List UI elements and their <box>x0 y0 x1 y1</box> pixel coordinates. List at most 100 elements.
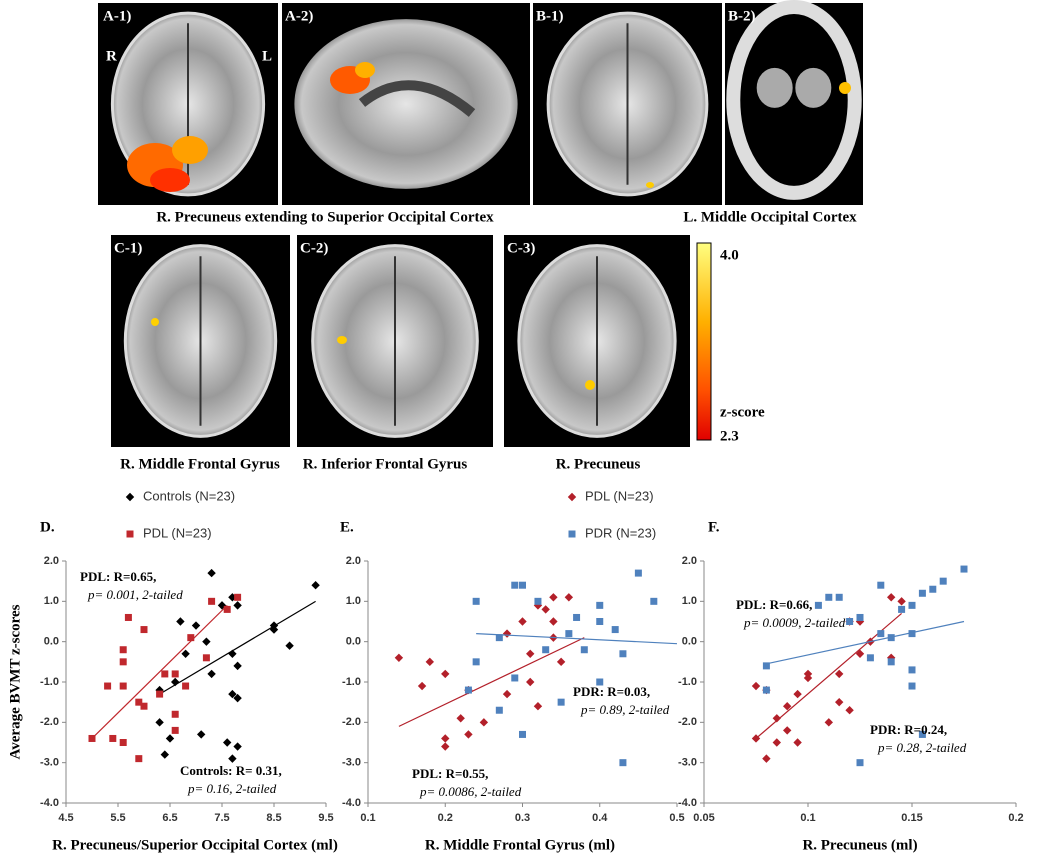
point <box>596 601 604 609</box>
point <box>751 681 761 691</box>
y-tick-label: -2.0 <box>342 716 361 728</box>
point <box>803 669 813 679</box>
annotation: p= 0.0086, 2-tailed <box>419 784 522 799</box>
point <box>119 646 127 654</box>
scatter-chart: 2.0 1.0 0.0 -1.0 -2.0 -3.0 -4.0 0.05 0.1 0.15 0.2 F… <box>678 519 1024 853</box>
point <box>960 565 968 573</box>
point <box>762 686 770 694</box>
point <box>866 654 874 662</box>
x-tick-label: 0.15 <box>901 812 922 824</box>
point <box>877 630 885 638</box>
point <box>228 593 237 602</box>
y-tick-label: -3.0 <box>40 757 59 769</box>
point <box>908 630 916 638</box>
point <box>556 657 566 667</box>
x-tick-label: 0.5 <box>669 812 684 824</box>
y-tick-label: 1.0 <box>346 595 361 607</box>
point <box>824 718 833 727</box>
point <box>887 653 896 662</box>
point <box>573 613 581 621</box>
point <box>918 589 926 597</box>
point <box>877 581 885 589</box>
x-tick-label: 0.3 <box>515 812 530 824</box>
point <box>887 593 896 602</box>
side-label: R <box>106 48 117 64</box>
brain-shape <box>294 19 518 189</box>
point <box>464 686 472 694</box>
x-tick-label: 4.5 <box>58 812 73 824</box>
y-axis-label: Average BVMT z-scores <box>7 604 23 759</box>
activation <box>839 82 851 94</box>
point <box>518 617 527 626</box>
point <box>417 681 427 691</box>
point <box>898 605 906 613</box>
point <box>793 738 802 747</box>
legend-marker <box>568 530 576 538</box>
point <box>119 658 127 666</box>
point <box>479 718 489 727</box>
x-tick-label: 8.5 <box>266 812 281 824</box>
point <box>835 669 844 679</box>
y-tick-label: 1.0 <box>682 595 697 607</box>
side-label: L <box>262 48 272 64</box>
point <box>233 601 242 610</box>
point <box>856 613 864 621</box>
caption: R. Middle Frontal Gyrus <box>120 456 280 472</box>
panel-title: F. <box>708 519 720 535</box>
point <box>793 689 802 699</box>
y-tick-label: 0.0 <box>44 636 59 648</box>
point <box>855 649 865 658</box>
point <box>541 605 550 614</box>
panel-label: A-2) <box>285 8 313 24</box>
point <box>156 690 164 698</box>
activation <box>150 168 190 192</box>
x-tick-label: 0.1 <box>360 812 375 824</box>
activation <box>585 380 595 390</box>
point <box>165 734 175 743</box>
point <box>533 702 543 711</box>
colorbar <box>696 242 712 441</box>
point <box>887 658 895 666</box>
legend-marker <box>126 530 134 538</box>
y-tick-label: -2.0 <box>678 716 697 728</box>
colorbar-label: 2.3 <box>720 428 739 444</box>
point <box>908 601 916 609</box>
brain-shape <box>358 80 476 117</box>
annotation: p= 0.89, 2-tailed <box>580 702 670 717</box>
activation <box>646 182 654 188</box>
annotation: PDL: R=0.55, <box>412 766 488 781</box>
point <box>495 706 503 714</box>
point <box>311 581 320 590</box>
point <box>441 734 450 743</box>
x-tick-label: 0.1 <box>800 812 815 824</box>
y-tick-label: 0.0 <box>682 636 697 648</box>
annotation: p= 0.001, 2-tailed <box>87 587 183 602</box>
point <box>109 734 117 742</box>
point <box>233 742 242 751</box>
point <box>835 593 843 601</box>
point <box>534 597 542 605</box>
caption: R. Precuneus extending to Superior Occip… <box>156 209 494 225</box>
point <box>197 730 206 739</box>
brain-shape <box>756 67 793 108</box>
point <box>557 698 565 706</box>
activation <box>172 136 208 164</box>
point <box>835 697 844 707</box>
point <box>202 637 211 646</box>
legend-label: PDL (N=23) <box>585 488 654 503</box>
panel-label: B-1) <box>536 8 564 24</box>
x-tick-label: 0.4 <box>592 812 608 824</box>
point <box>182 682 190 690</box>
point <box>228 689 237 699</box>
point <box>511 674 519 682</box>
point <box>565 630 573 638</box>
point <box>160 750 169 759</box>
point <box>456 714 465 723</box>
panel-label: C-2) <box>300 240 328 256</box>
activation <box>151 318 159 326</box>
y-tick-label: 0.0 <box>346 636 361 648</box>
x-tick-label: 0.2 <box>438 812 453 824</box>
fit-line <box>766 620 965 665</box>
point <box>549 593 558 602</box>
point <box>634 569 642 577</box>
